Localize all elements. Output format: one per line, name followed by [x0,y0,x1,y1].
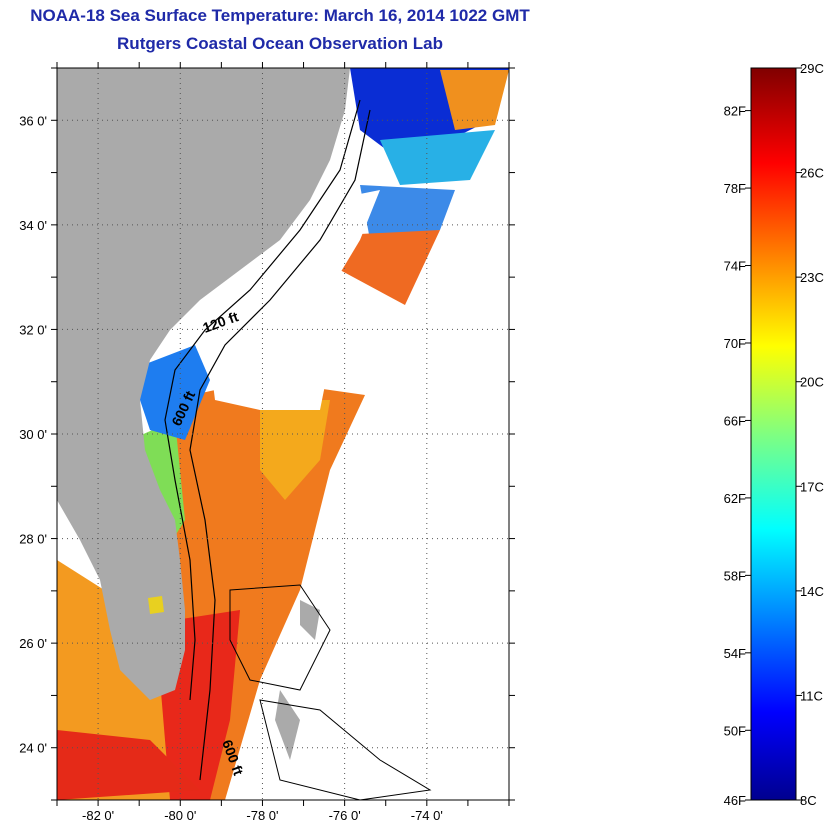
contour-bahamas [229,584,432,800]
lat-tick-label: 34 0' [19,218,47,233]
land-us-east-coast [57,68,350,700]
lon-tick-label: -82 0' [82,808,114,823]
colorbar-label-f: 46F [724,793,746,808]
colorbar-label-f: 54F [724,646,746,661]
colorbar-label-f: 50F [724,723,746,738]
colorbar-label-f: 62F [724,491,746,506]
colorbar-label-c: 14C [800,584,824,599]
lat-tick-label: 36 0' [19,113,47,128]
lat-tick-label: 26 0' [19,636,47,651]
colorbar-label-f: 74F [724,259,746,274]
lon-tick-label: -74 0' [411,808,443,823]
cloud-area [195,190,380,350]
colorbar-label-f: 58F [724,568,746,583]
cloud-area-2 [210,345,330,410]
lake-okeechobee [148,596,164,614]
colorbar-label-c: 11C [800,688,823,703]
lon-tick-label: -76 0' [329,808,361,823]
colorbar-label-f: 82F [724,104,746,119]
colorbar-label-c: 29C [800,61,824,76]
colorbar-label-c: 26C [800,166,824,181]
sst-swath-mid-orange [340,230,440,305]
lon-tick-label: -80 0' [164,808,196,823]
lat-tick-label: 24 0' [19,741,47,756]
lat-tick-label: 32 0' [19,322,47,337]
sst-swath-yellow-band [260,400,330,500]
lat-tick-label: 28 0' [19,532,47,547]
lat-tick-label: 30 0' [19,427,47,442]
colorbar-label-f: 78F [724,181,746,196]
contour-600ft [189,109,371,781]
colorbar-label-c: 8C [800,793,817,808]
contour-120ft [164,99,361,701]
colorbar-label-f: 66F [724,413,746,428]
sst-swath-north-orange [440,70,509,130]
chart-title: NOAA-18 Sea Surface Temperature: March 1… [30,6,530,25]
land-bahamas [275,600,320,760]
sst-swath-north-cyan [380,130,495,185]
chart-subtitle: Rutgers Coastal Ocean Observation Lab [117,34,443,53]
colorbar [750,67,797,801]
colorbar-label-c: 23C [800,270,824,285]
colorbar-label-c: 20C [800,375,824,390]
lon-tick-label: -78 0' [246,808,278,823]
sst-swath-mid-blue [360,185,455,240]
colorbar-label-f: 70F [724,336,746,351]
colorbar-label-c: 17C [800,479,824,494]
